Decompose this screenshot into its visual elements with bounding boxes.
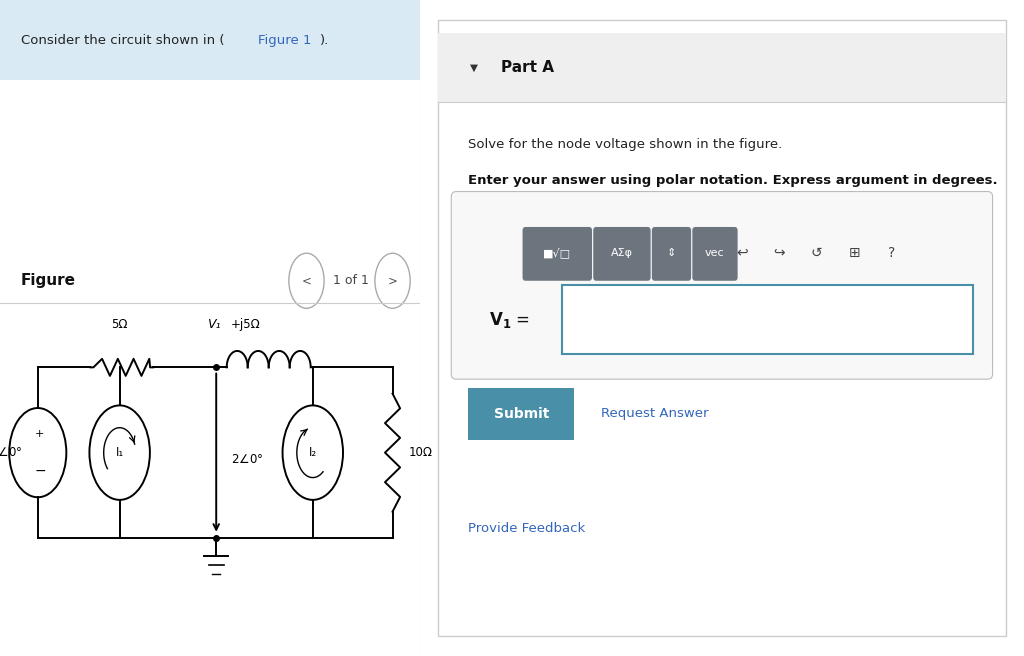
Text: ↺: ↺ [811,245,822,260]
Text: ■√□: ■√□ [543,247,571,258]
Text: <: < [301,274,311,287]
FancyBboxPatch shape [692,227,737,281]
Text: 10$\angle$0°: 10$\angle$0° [0,446,23,459]
Text: $\mathbf{V_1}$ =: $\mathbf{V_1}$ = [489,310,530,330]
Text: 1 of 1: 1 of 1 [333,274,369,287]
Text: ⊞: ⊞ [849,245,860,260]
Text: I₂: I₂ [308,446,316,459]
Text: Figure: Figure [20,274,76,288]
Text: ⇕: ⇕ [667,247,676,258]
FancyBboxPatch shape [468,388,573,440]
Text: ).: ). [319,33,329,47]
FancyBboxPatch shape [522,227,592,281]
FancyBboxPatch shape [593,227,650,281]
Text: ?: ? [888,245,895,260]
Text: −: − [34,464,46,478]
Text: 2$\angle$0°: 2$\angle$0° [231,453,263,466]
Text: Provide Feedback: Provide Feedback [468,522,586,535]
FancyBboxPatch shape [652,227,691,281]
Text: >: > [388,274,397,287]
Text: Consider the circuit shown in (: Consider the circuit shown in ( [20,33,224,47]
Text: ↪: ↪ [773,245,785,260]
Text: +: + [35,429,45,440]
FancyBboxPatch shape [438,33,1006,102]
Text: Solve for the node voltage shown in the figure.: Solve for the node voltage shown in the … [468,138,782,151]
Text: AΣφ: AΣφ [611,247,633,258]
Text: Part A: Part A [502,60,554,75]
Text: vec: vec [706,247,725,258]
FancyBboxPatch shape [562,285,973,354]
Text: Request Answer: Request Answer [601,407,709,420]
FancyBboxPatch shape [0,0,420,80]
Text: 10Ω: 10Ω [409,446,432,459]
Text: I₁: I₁ [116,446,124,459]
Text: Submit: Submit [494,407,549,421]
Text: ↩: ↩ [736,245,748,260]
Text: Enter your answer using polar notation. Express argument in degrees.: Enter your answer using polar notation. … [468,174,997,187]
Text: V₁: V₁ [208,318,221,331]
Text: ▼: ▼ [470,62,478,73]
Text: 5Ω: 5Ω [112,318,128,331]
Text: Figure 1: Figure 1 [258,33,311,47]
FancyBboxPatch shape [438,20,1006,636]
Text: +j5Ω: +j5Ω [230,318,260,331]
FancyBboxPatch shape [452,192,992,379]
